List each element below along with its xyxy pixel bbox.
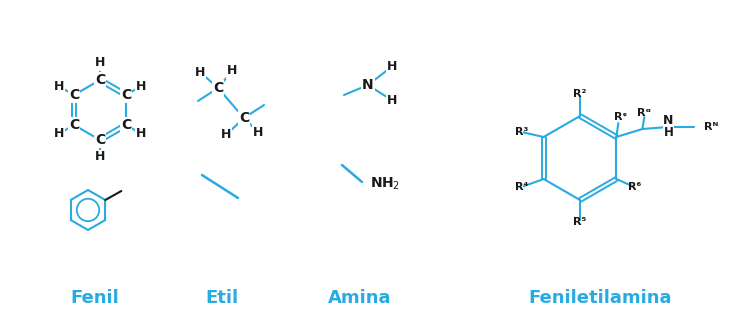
Text: H: H — [54, 127, 64, 140]
Text: H: H — [253, 126, 264, 139]
Text: H: H — [136, 127, 146, 140]
Text: Etil: Etil — [205, 289, 239, 307]
Text: H: H — [220, 128, 231, 142]
Text: R³: R³ — [515, 127, 529, 137]
Text: N: N — [362, 78, 374, 92]
Text: C: C — [95, 73, 105, 87]
Text: Rᶝ: Rᶝ — [614, 112, 627, 122]
Text: N: N — [663, 114, 674, 127]
Text: R⁶: R⁶ — [628, 182, 641, 192]
Text: Fenil: Fenil — [71, 289, 120, 307]
Text: NH$_2$: NH$_2$ — [370, 176, 400, 192]
Text: H: H — [136, 80, 146, 93]
Text: Rᵅ: Rᵅ — [637, 108, 651, 118]
Text: C: C — [69, 88, 79, 102]
Text: Amina: Amina — [328, 289, 392, 307]
Text: C: C — [121, 118, 131, 132]
Text: Feniletilamina: Feniletilamina — [529, 289, 672, 307]
Text: R²: R² — [573, 89, 587, 99]
Text: C: C — [239, 111, 249, 125]
Text: C: C — [121, 88, 131, 102]
Text: Rᴺ: Rᴺ — [704, 122, 719, 132]
Text: C: C — [213, 81, 223, 95]
Text: H: H — [195, 66, 205, 79]
Text: C: C — [95, 133, 105, 147]
Text: H: H — [95, 57, 105, 70]
Text: H: H — [95, 150, 105, 163]
Text: H: H — [227, 65, 237, 78]
Text: H: H — [664, 127, 673, 140]
Text: R⁵: R⁵ — [573, 217, 587, 227]
Text: R⁴: R⁴ — [515, 182, 529, 192]
Text: C: C — [69, 118, 79, 132]
Text: H: H — [54, 80, 64, 93]
Text: H: H — [387, 94, 397, 107]
Text: H: H — [387, 59, 397, 73]
